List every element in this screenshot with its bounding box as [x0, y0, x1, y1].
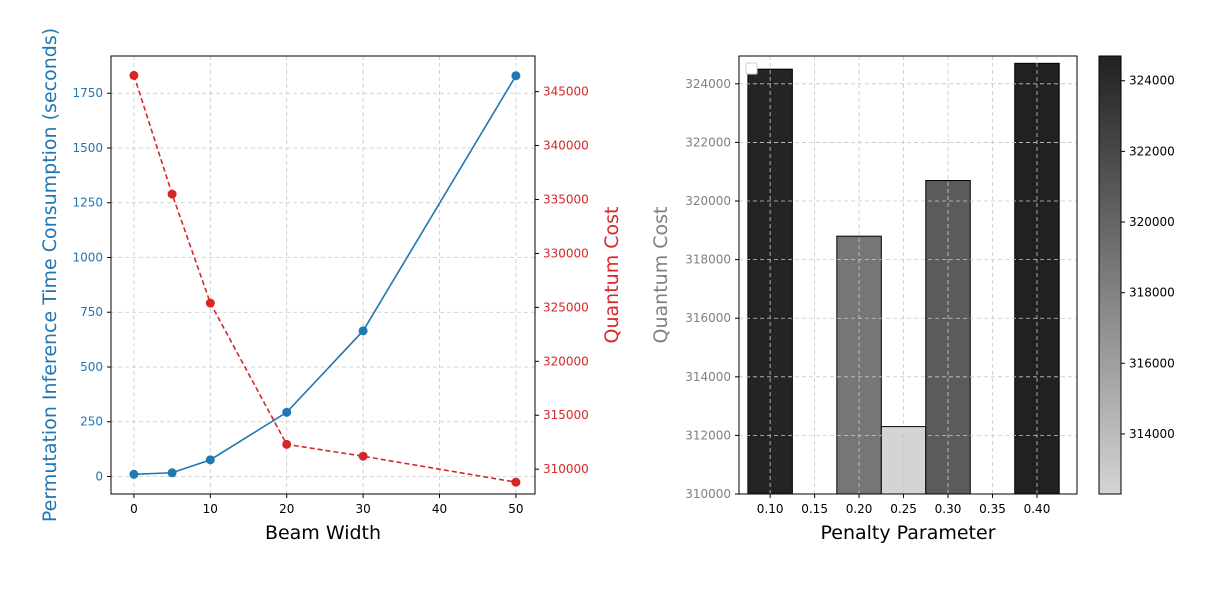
time-series-line [133, 75, 517, 476]
x-tick-label: 0.10 [757, 502, 784, 516]
quantum-cost-data-point [511, 477, 521, 487]
colorbar-tick-label: 322000 [1129, 144, 1175, 158]
colorbar-tick-label: 324000 [1129, 74, 1175, 88]
y-tick-label-right: 330000 [543, 246, 589, 260]
y-tick-label-right: 345000 [543, 85, 589, 99]
colorbar-tick-label: 318000 [1129, 286, 1175, 300]
y-tick-label: 312000 [685, 428, 731, 442]
right-y-axis-label: Quantum Cost [601, 207, 623, 344]
left-plot-frame [110, 55, 536, 495]
y-tick-label: 322000 [685, 135, 731, 149]
y-tick-label-right: 335000 [543, 192, 589, 206]
y-tick-label: 314000 [685, 370, 731, 384]
y-tick-label-right: 315000 [543, 408, 589, 422]
y-tick-label: 320000 [685, 194, 731, 208]
y-tick-label-left: 1500 [72, 141, 103, 155]
x-tick-label: 10 [203, 502, 218, 516]
y-tick-label-left: 250 [80, 415, 103, 429]
left-grid [111, 56, 535, 494]
x-tick-label: 0 [130, 502, 138, 516]
y-tick-label-right: 310000 [543, 462, 589, 476]
x-tick-label: 20 [279, 502, 294, 516]
right-x-ticks: 0.10 0.15 0.20 0.25 0.30 0.35 0.40 [757, 494, 1051, 516]
y-tick-label: 318000 [685, 253, 731, 267]
y-tick-label-left: 750 [80, 305, 103, 319]
quantum-cost-series-line [133, 75, 517, 483]
x-tick-label: 0.20 [846, 502, 873, 516]
colorbar-tick-label: 314000 [1129, 427, 1175, 441]
y-tick-label: 316000 [685, 311, 731, 325]
time-data-point [129, 469, 139, 479]
time-data-point [282, 407, 292, 417]
quantum-cost-data-point [129, 70, 139, 80]
right-y-ticks-bar: 310000 312000 314000 316000 318000 320000 3220… [685, 77, 739, 501]
bar-x-axis-label: Penalty Parameter [820, 522, 995, 544]
y-tick-label-left: 500 [80, 360, 103, 374]
x-tick-label: 50 [508, 502, 523, 516]
right-y-ticks: 310000 315000 320000 325000 330000 335000 3400… [535, 85, 589, 476]
x-tick-label: 0.30 [935, 502, 962, 516]
quantum-cost-data-point [167, 189, 177, 199]
left-y-axis-label: Permutation Inference Time Consumption (… [39, 28, 61, 522]
time-data-point [358, 326, 368, 336]
left-series [129, 70, 521, 487]
time-data-point [205, 455, 215, 465]
quantum-cost-data-point [282, 439, 292, 449]
left-x-ticks: 0 10 20 30 40 50 [130, 494, 524, 516]
x-tick-label: 40 [432, 502, 447, 516]
right-chart: 0.10 0.15 0.20 0.25 0.30 0.35 0.40 310000 31200… [650, 55, 1175, 544]
y-tick-label-right: 320000 [543, 354, 589, 368]
quantum-cost-data-point [205, 298, 215, 308]
x-tick-label: 0.25 [890, 502, 917, 516]
legend-box [745, 62, 758, 75]
x-tick-label: 0.35 [979, 502, 1006, 516]
left-chart: 0 10 20 30 40 50 0 250 500 750 1000 1250 1500 1750 3… [39, 28, 623, 544]
y-tick-label-left: 1750 [72, 86, 103, 100]
right-plot-frame [738, 55, 1078, 495]
time-data-point [511, 71, 521, 81]
bar-y-axis-label: Quantum Cost [650, 207, 672, 344]
colorbar-tick-label: 320000 [1129, 215, 1175, 229]
x-tick-label: 0.15 [801, 502, 828, 516]
colorbar-ticks: 314000 316000 318000 320000 322000 324000 [1121, 74, 1175, 441]
left-y-ticks: 0 250 500 750 1000 1250 1500 1750 [72, 86, 111, 483]
time-data-point [167, 468, 177, 478]
colorbar [1098, 55, 1122, 495]
y-tick-label-left: 0 [95, 469, 103, 483]
y-tick-label: 310000 [685, 487, 731, 501]
left-x-axis-label: Beam Width [265, 522, 381, 544]
y-tick-label-right: 325000 [543, 300, 589, 314]
y-tick-label-right: 340000 [543, 139, 589, 153]
colorbar-tick-label: 316000 [1129, 356, 1175, 370]
y-tick-label-left: 1000 [72, 250, 103, 264]
x-tick-label: 0.40 [1024, 502, 1051, 516]
y-tick-label-left: 1250 [72, 196, 103, 210]
y-tick-label: 324000 [685, 77, 731, 91]
x-tick-label: 30 [355, 502, 370, 516]
quantum-cost-data-point [358, 451, 368, 461]
